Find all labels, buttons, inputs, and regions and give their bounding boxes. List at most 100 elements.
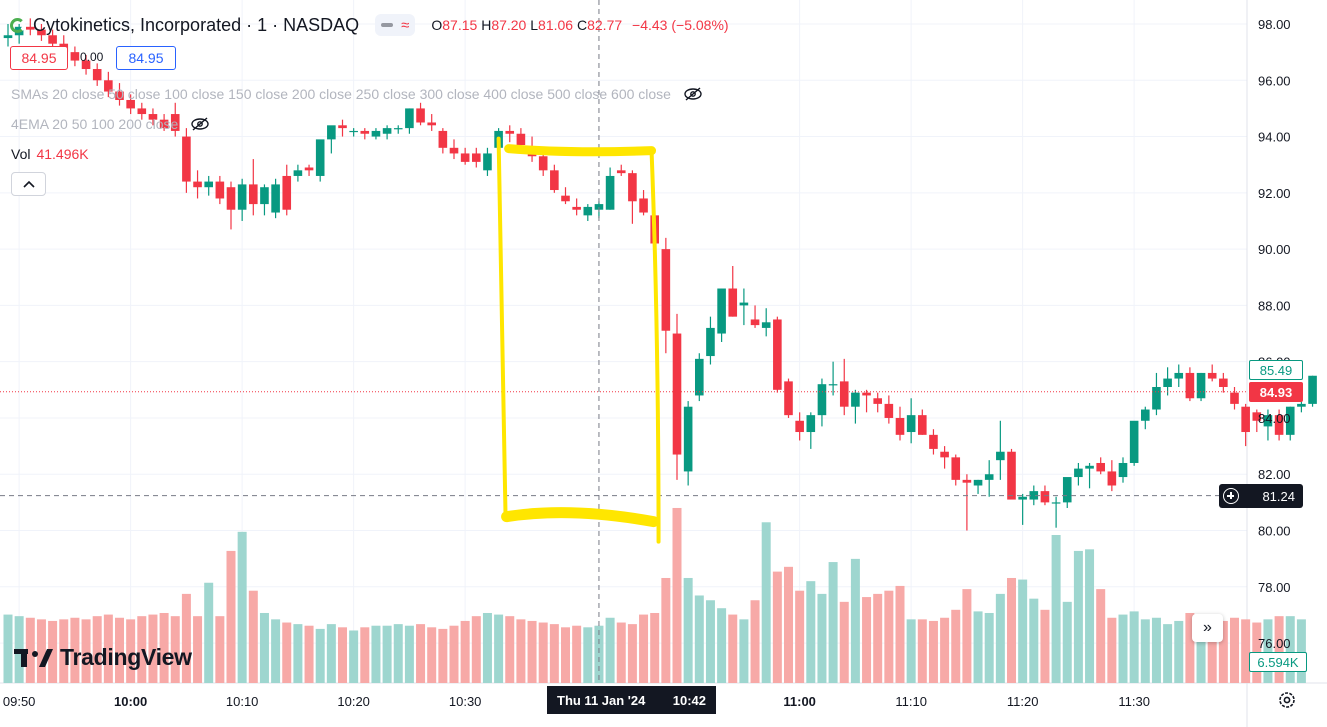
candle-body — [282, 175, 292, 210]
volume-bar — [1040, 609, 1050, 683]
volume-bar — [248, 590, 258, 683]
candle-body — [750, 319, 760, 326]
volume-bar — [962, 589, 972, 683]
crosshair-price-tag[interactable]: 81.24 — [1219, 484, 1303, 508]
candle-body — [159, 119, 169, 129]
volume-bar — [906, 619, 916, 683]
volume-bar — [137, 616, 147, 683]
volume-bar — [1018, 579, 1028, 683]
volume-bar — [549, 624, 559, 683]
volume-price-tag: 6.594K — [1249, 652, 1307, 672]
eye-crossed-icon[interactable] — [683, 87, 703, 101]
time-tick-label: 11:00 — [783, 694, 816, 709]
price-axis: 98.0096.0094.0092.0090.0088.0086.0084.00… — [1258, 17, 1291, 651]
volume-bar — [70, 617, 80, 683]
volume-bar — [750, 600, 760, 683]
volume-bar — [639, 614, 649, 683]
volume-bar — [1285, 616, 1295, 683]
volume-bar — [995, 593, 1005, 683]
symbol-title[interactable]: Cytokinetics, Incorporated · 1 · NASDAQ — [33, 14, 360, 35]
sell-button[interactable]: 84.95 — [10, 46, 68, 70]
candle-body — [249, 184, 258, 205]
candle-body — [1029, 491, 1039, 500]
yellow-annotation-box — [496, 136, 661, 544]
volume-value: 41.496K — [36, 146, 89, 162]
minus-icon[interactable] — [381, 23, 394, 27]
candle-body — [839, 381, 849, 407]
volume-bar — [259, 612, 269, 683]
candle-body — [784, 381, 793, 416]
price-tick-label: 76.00 — [1258, 636, 1291, 651]
candle-body — [338, 125, 347, 129]
volume-bar — [81, 619, 91, 683]
time-tick-label: 11:10 — [895, 694, 927, 709]
candle-body — [382, 128, 392, 134]
volume-bar — [1241, 619, 1251, 683]
volume-bar — [1196, 616, 1206, 683]
time-tick-label: 10:30 — [449, 694, 482, 709]
candle-body — [48, 35, 57, 44]
annotation-top-edge — [504, 144, 657, 157]
volume-bar — [193, 616, 203, 683]
volume-bar — [115, 617, 124, 683]
candle-body — [1196, 372, 1206, 399]
candle-body — [405, 108, 414, 129]
candle-body — [1040, 491, 1050, 503]
volume-bar — [1096, 589, 1106, 683]
volume-bar — [717, 608, 727, 683]
volume-bar — [761, 522, 771, 683]
scroll-to-realtime-button[interactable]: » — [1192, 614, 1223, 642]
header-toggle[interactable]: ≈ — [375, 14, 416, 36]
price-tick-label: 84.00 — [1258, 411, 1291, 426]
eye-crossed-icon[interactable] — [190, 117, 210, 131]
plus-circle-icon[interactable] — [1223, 488, 1239, 504]
candle-body — [773, 319, 782, 390]
price-tick-label: 80.00 — [1258, 524, 1291, 539]
volume-bar — [594, 625, 604, 683]
tradingview-logo[interactable]: TradingView — [14, 644, 192, 671]
volume-bar — [806, 581, 816, 683]
time-tick-label: 11:20 — [1007, 694, 1039, 709]
candle-body — [1118, 462, 1128, 478]
volume-bar — [616, 622, 626, 683]
time-tick-label: 10:10 — [226, 694, 259, 709]
volume-bar — [583, 627, 593, 683]
volume-bar — [126, 619, 136, 683]
volume-bar — [1174, 620, 1184, 683]
sma-indicator[interactable]: SMAs 20 close 50 close 100 close 150 clo… — [11, 86, 703, 102]
candles-series — [3, 18, 1317, 531]
candle-body — [1230, 392, 1239, 404]
symbol-header[interactable]: Cytokinetics, Incorporated · 1 · NASDAQ … — [10, 12, 729, 38]
buy-button[interactable]: 84.95 — [116, 46, 176, 70]
ema-indicator[interactable]: 4EMA 20 50 100 200 close — [11, 116, 210, 132]
volume-bar — [427, 627, 437, 683]
candle-body — [26, 26, 35, 30]
volume-legend[interactable]: Vol 41.496K — [11, 146, 89, 162]
volume-bar — [181, 593, 191, 683]
approx-icon[interactable]: ≈ — [401, 16, 410, 34]
candle-body — [695, 358, 704, 396]
candle-body — [237, 184, 247, 210]
volume-bar — [1140, 619, 1150, 683]
candle-body — [1096, 462, 1105, 472]
spread-value: 0.00 — [80, 50, 104, 64]
volume-bar — [951, 609, 961, 683]
collapse-legend-button[interactable] — [11, 172, 46, 196]
candle-body — [594, 204, 604, 210]
candle-body — [817, 384, 827, 416]
candle-body — [360, 130, 370, 134]
candle-body — [472, 153, 481, 162]
candle-body — [895, 417, 905, 435]
candle-body — [349, 130, 358, 133]
candle-body — [639, 198, 648, 213]
candle-body — [572, 206, 581, 210]
volume-bar — [36, 619, 46, 683]
volume-bar — [237, 531, 247, 683]
volume-bar — [282, 622, 292, 683]
candle-body — [583, 206, 593, 216]
gear-icon[interactable] — [1277, 690, 1297, 710]
volume-bar — [973, 611, 983, 683]
volume-bar — [683, 577, 693, 683]
volume-bar — [349, 630, 359, 683]
